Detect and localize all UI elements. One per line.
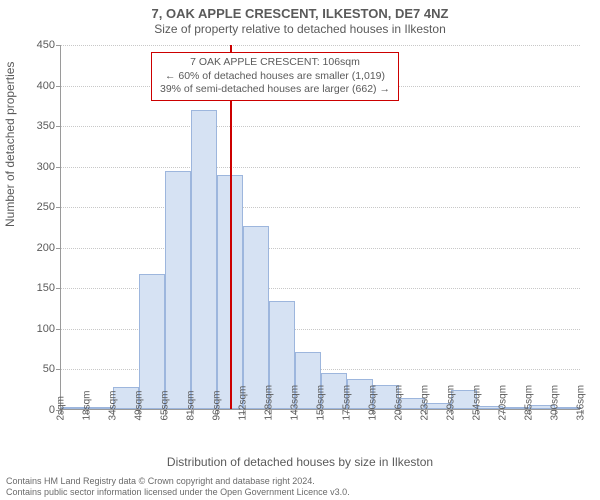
y-tick	[56, 207, 61, 208]
footer-attribution: Contains HM Land Registry data © Crown c…	[6, 476, 350, 498]
histogram-bar	[139, 274, 165, 409]
histogram-bar	[191, 110, 217, 409]
y-tick-label: 250	[21, 201, 55, 213]
annotation-line3: 39% of semi-detached houses are larger (…	[160, 83, 390, 97]
annotation-line2: ← 60% of detached houses are smaller (1,…	[160, 70, 390, 84]
y-tick-label: 100	[21, 323, 55, 335]
y-tick	[56, 167, 61, 168]
gridline-h	[61, 126, 580, 127]
annotation-box: 7 OAK APPLE CRESCENT: 106sqm ← 60% of de…	[151, 52, 399, 101]
footer-line2: Contains public sector information licen…	[6, 487, 350, 498]
y-tick	[56, 369, 61, 370]
chart-title-sub: Size of property relative to detached ho…	[0, 22, 600, 36]
y-tick	[56, 86, 61, 87]
chart-title-main: 7, OAK APPLE CRESCENT, ILKESTON, DE7 4NZ	[0, 6, 600, 21]
gridline-h	[61, 207, 580, 208]
y-tick-label: 350	[21, 120, 55, 132]
y-tick-label: 200	[21, 242, 55, 254]
y-tick-label: 150	[21, 282, 55, 294]
plot-area: 0501001502002503003504004502sqm18sqm34sq…	[60, 45, 580, 410]
y-tick-label: 400	[21, 80, 55, 92]
annotation-line1: 7 OAK APPLE CRESCENT: 106sqm	[160, 56, 390, 70]
y-tick	[56, 45, 61, 46]
y-tick-label: 450	[21, 39, 55, 51]
footer-line1: Contains HM Land Registry data © Crown c…	[6, 476, 350, 487]
y-tick	[56, 288, 61, 289]
x-axis-title: Distribution of detached houses by size …	[0, 455, 600, 469]
y-tick-label: 50	[21, 363, 55, 375]
histogram-bar	[243, 226, 269, 409]
y-tick-label: 300	[21, 161, 55, 173]
y-tick	[56, 126, 61, 127]
y-tick	[56, 329, 61, 330]
y-tick	[56, 248, 61, 249]
gridline-h	[61, 45, 580, 46]
y-axis-title: Number of detached properties	[3, 62, 17, 227]
y-tick-label: 0	[21, 404, 55, 416]
gridline-h	[61, 167, 580, 168]
gridline-h	[61, 248, 580, 249]
histogram-bar	[165, 171, 191, 409]
chart-container: 7, OAK APPLE CRESCENT, ILKESTON, DE7 4NZ…	[0, 0, 600, 500]
